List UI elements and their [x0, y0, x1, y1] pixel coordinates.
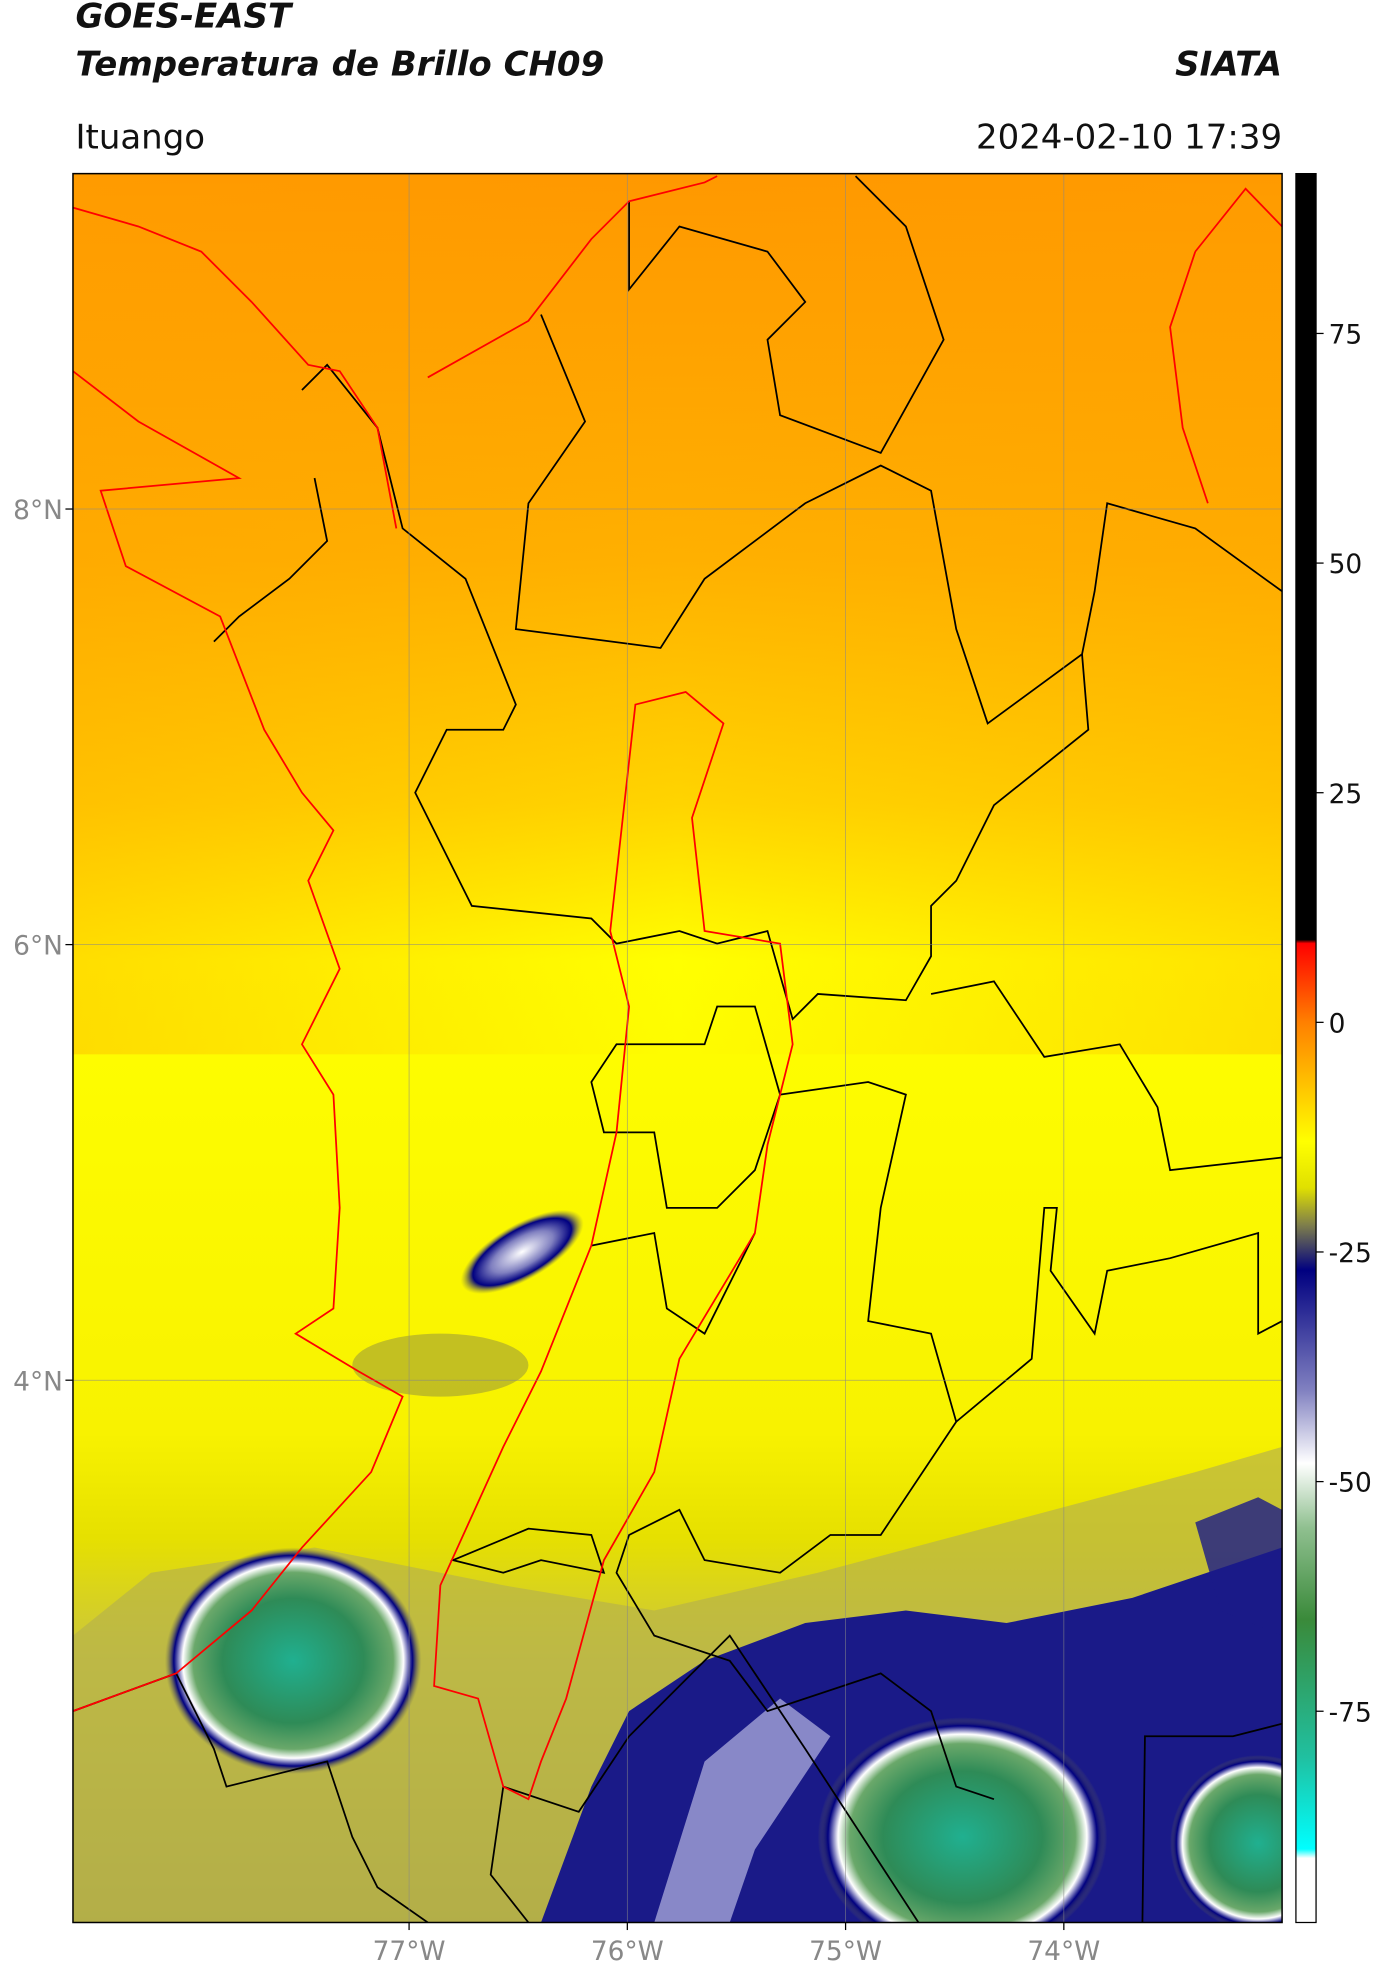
datetime: 2024-02-10 17:39	[976, 117, 1282, 157]
map-shade	[72, 173, 1283, 1055]
y-tick-label: 4°N	[13, 1366, 63, 1397]
map-image	[72, 173, 1283, 1923]
source: SIATA	[1175, 44, 1282, 84]
cloud-cell	[817, 1717, 1108, 1923]
cloud-cell	[164, 1547, 422, 1775]
x-tick-label: 74°W	[1027, 1936, 1100, 1967]
colorbar-tick-label: -75	[1329, 1697, 1372, 1728]
coastline	[72, 175, 1283, 1801]
cloud-band-light	[654, 1698, 831, 1923]
colorbar-tick-label: 75	[1329, 320, 1363, 351]
map-frame	[72, 172, 1283, 1924]
y-tick-label: 8°N	[13, 495, 63, 526]
x-tick-label: 75°W	[809, 1936, 882, 1967]
region: Ituango	[75, 117, 205, 157]
subtitle: Temperatura de Brillo CH09	[75, 44, 604, 84]
cloud-cell	[1170, 1755, 1283, 1923]
title: GOES-EAST	[75, 0, 293, 37]
colorbar-ticks: 75 50 25 0 -25 -50 -75	[1316, 320, 1372, 1728]
grid	[72, 173, 1283, 1923]
x-tick-label: 77°W	[373, 1936, 446, 1967]
colorbar-tick-label: 0	[1329, 1008, 1346, 1039]
borders	[72, 175, 1283, 1923]
colorbar-tick-label: 50	[1329, 549, 1363, 580]
y-tick-label: 6°N	[13, 931, 63, 962]
storm-trail	[352, 1333, 529, 1397]
x-tick-label: 76°W	[591, 1936, 664, 1967]
storm-cell	[460, 1209, 584, 1294]
axis-ticks: 77°W 76°W 75°W 74°W 4°N 6°N 8°N	[13, 495, 1100, 1967]
colorbar-tick-label: -50	[1329, 1468, 1372, 1499]
colorbar-tick-label: 25	[1329, 779, 1363, 810]
cloud-band	[1195, 1497, 1283, 1636]
colorbar-tick-label: -25	[1329, 1238, 1372, 1269]
colorbar	[1295, 172, 1317, 1924]
